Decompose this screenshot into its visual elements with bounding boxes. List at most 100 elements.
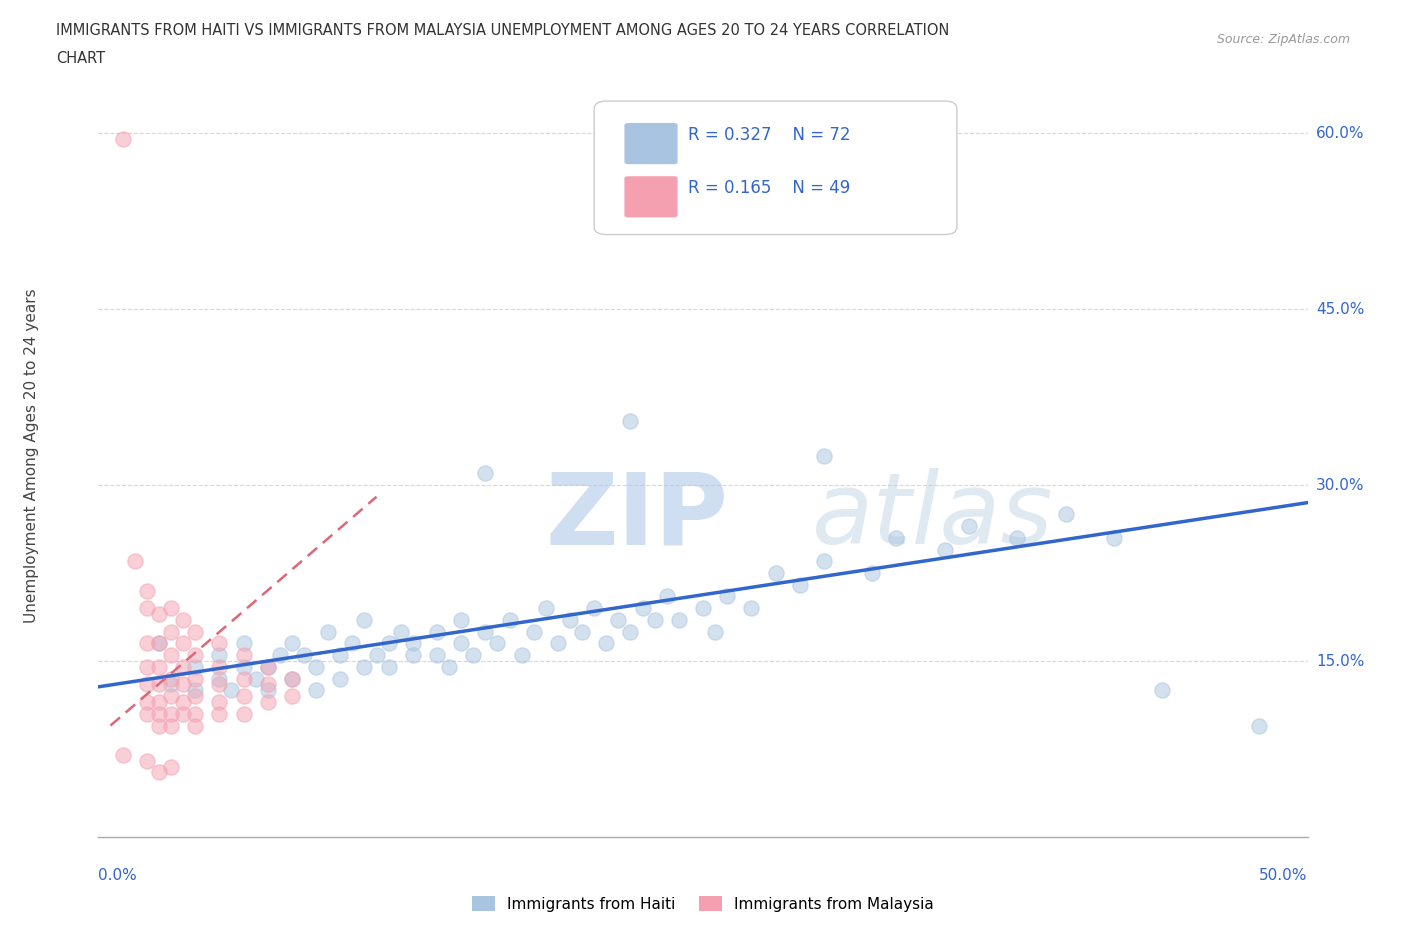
Point <box>426 624 449 639</box>
Point <box>148 636 170 651</box>
Point <box>256 659 278 674</box>
Point <box>498 613 520 628</box>
Point <box>450 636 472 651</box>
Point <box>135 707 157 722</box>
Point <box>389 624 412 639</box>
Point <box>148 765 170 780</box>
Point <box>474 466 496 481</box>
Text: ZIP: ZIP <box>546 468 728 565</box>
Text: 45.0%: 45.0% <box>1316 301 1364 316</box>
Point <box>547 636 569 651</box>
Point <box>148 636 170 651</box>
Point <box>571 624 593 639</box>
Point <box>619 413 641 428</box>
Point <box>281 689 304 704</box>
Point <box>329 647 352 662</box>
Text: Source: ZipAtlas.com: Source: ZipAtlas.com <box>1216 33 1350 46</box>
Point <box>172 677 194 692</box>
Point <box>692 601 714 616</box>
Point <box>135 659 157 674</box>
Text: atlas: atlas <box>811 468 1053 565</box>
Point <box>463 647 485 662</box>
Point <box>160 677 183 692</box>
Point <box>135 695 157 710</box>
Text: 0.0%: 0.0% <box>98 868 138 883</box>
Point <box>534 601 557 616</box>
Point <box>256 683 278 698</box>
Point <box>668 613 690 628</box>
Text: 60.0%: 60.0% <box>1316 126 1364 140</box>
Point <box>595 636 617 651</box>
Point <box>281 671 304 686</box>
Text: R = 0.165    N = 49: R = 0.165 N = 49 <box>689 179 851 197</box>
Point <box>957 519 980 534</box>
Point <box>160 671 183 686</box>
Point <box>184 659 207 674</box>
Point <box>256 677 278 692</box>
Point <box>148 695 170 710</box>
Point <box>281 671 304 686</box>
Legend: Immigrants from Haiti, Immigrants from Malaysia: Immigrants from Haiti, Immigrants from M… <box>467 889 939 918</box>
Point <box>510 647 533 662</box>
Point <box>232 636 254 651</box>
Point <box>402 647 425 662</box>
Point <box>292 647 315 662</box>
Point <box>486 636 509 651</box>
Point <box>160 647 183 662</box>
FancyBboxPatch shape <box>624 176 678 218</box>
Point <box>474 624 496 639</box>
Point <box>184 707 207 722</box>
Text: 15.0%: 15.0% <box>1316 654 1364 669</box>
Point <box>184 671 207 686</box>
Point <box>148 707 170 722</box>
Point <box>426 647 449 662</box>
Point <box>305 683 328 698</box>
Point <box>934 542 956 557</box>
Point <box>135 753 157 768</box>
Point <box>860 565 883 580</box>
Point <box>184 624 207 639</box>
Point <box>281 636 304 651</box>
Point <box>148 606 170 621</box>
Point <box>402 636 425 651</box>
Point <box>160 718 183 733</box>
Point <box>644 613 666 628</box>
Point <box>450 613 472 628</box>
Point <box>353 613 375 628</box>
Point <box>160 624 183 639</box>
Point <box>1007 530 1029 545</box>
Point <box>232 671 254 686</box>
Point <box>813 554 835 569</box>
Point <box>377 659 399 674</box>
Point <box>316 624 339 639</box>
Point <box>148 718 170 733</box>
Point <box>740 601 762 616</box>
Point <box>172 659 194 674</box>
Text: 30.0%: 30.0% <box>1316 477 1364 493</box>
FancyBboxPatch shape <box>624 123 678 165</box>
Point <box>813 448 835 463</box>
Point <box>184 718 207 733</box>
Point <box>124 554 146 569</box>
Point <box>172 695 194 710</box>
Text: 50.0%: 50.0% <box>1260 868 1308 883</box>
Point <box>184 683 207 698</box>
FancyBboxPatch shape <box>595 101 957 234</box>
Point <box>208 636 231 651</box>
Point <box>329 671 352 686</box>
Point <box>135 583 157 598</box>
Point <box>269 647 291 662</box>
Point <box>1054 507 1077 522</box>
Point <box>208 671 231 686</box>
Point <box>607 613 630 628</box>
Point <box>256 659 278 674</box>
Point <box>135 677 157 692</box>
Point <box>245 671 267 686</box>
Point <box>1102 530 1125 545</box>
Text: IMMIGRANTS FROM HAITI VS IMMIGRANTS FROM MALAYSIA UNEMPLOYMENT AMONG AGES 20 TO : IMMIGRANTS FROM HAITI VS IMMIGRANTS FROM… <box>56 23 949 38</box>
Point <box>208 707 231 722</box>
Point <box>232 659 254 674</box>
Point <box>232 689 254 704</box>
Point <box>437 659 460 674</box>
Point <box>523 624 546 639</box>
